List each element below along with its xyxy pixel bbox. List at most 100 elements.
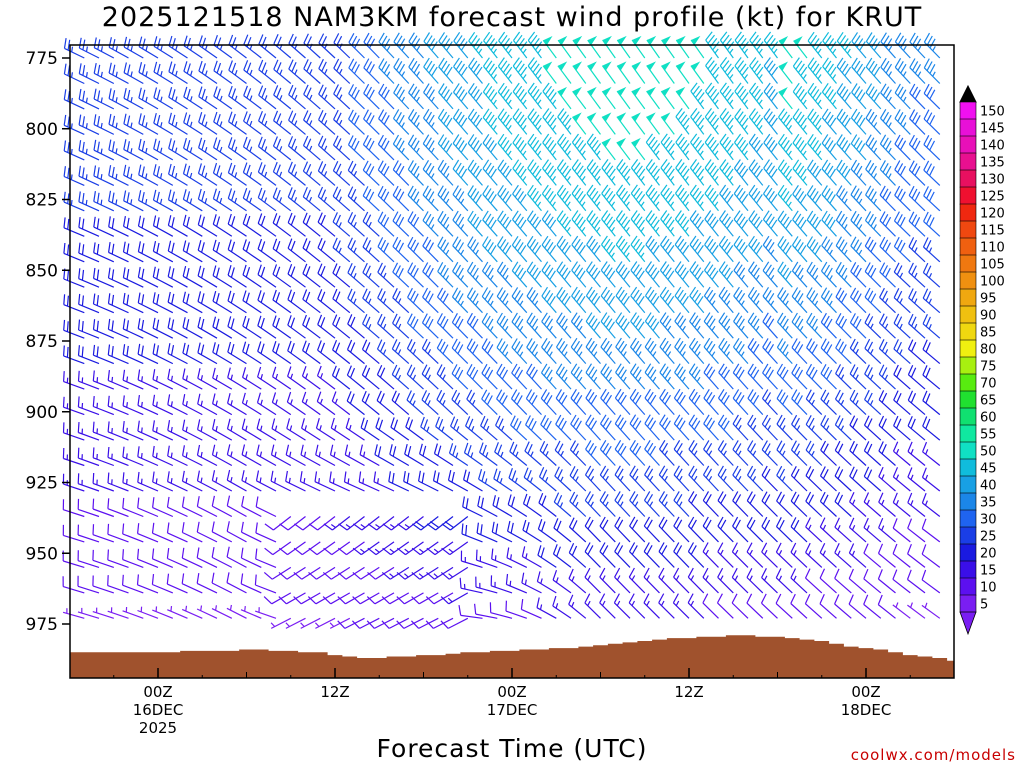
barb-feather bbox=[392, 446, 397, 457]
barb-feather bbox=[272, 341, 277, 352]
wind-barb bbox=[122, 523, 144, 543]
barb-half-feather bbox=[699, 99, 704, 105]
wind-barb bbox=[673, 542, 690, 568]
barb-feather bbox=[709, 216, 717, 226]
wind-barb bbox=[587, 86, 601, 110]
barb-half-feather bbox=[275, 373, 279, 380]
barb-feather bbox=[407, 160, 414, 170]
wind-barb bbox=[584, 567, 601, 594]
wind-barb bbox=[382, 516, 410, 531]
barb-feather bbox=[415, 521, 425, 528]
barb-feather bbox=[529, 264, 536, 274]
barb-feather bbox=[302, 289, 308, 300]
barb-feather bbox=[734, 57, 742, 67]
barb-feather bbox=[515, 85, 523, 96]
barb-half-feather bbox=[619, 475, 624, 482]
barb-feather bbox=[445, 92, 453, 102]
wind-barb bbox=[63, 319, 85, 339]
barb-feather bbox=[275, 292, 281, 303]
barb-feather bbox=[677, 264, 684, 274]
barb-staff bbox=[675, 167, 690, 186]
barb-feather bbox=[559, 136, 567, 147]
barb-half-feather bbox=[729, 99, 734, 105]
barb-feather bbox=[667, 245, 675, 255]
wind-barb bbox=[540, 415, 557, 441]
barb-feather bbox=[413, 63, 421, 74]
barb-half-feather bbox=[279, 171, 283, 177]
barb-half-feather bbox=[264, 171, 268, 178]
wind-barb bbox=[138, 190, 159, 212]
barb-feather bbox=[82, 116, 85, 127]
barb-half-feather bbox=[140, 453, 143, 459]
barb-half-feather bbox=[726, 300, 731, 306]
barb-feather bbox=[555, 414, 562, 425]
barb-feather bbox=[576, 216, 584, 226]
barb-feather bbox=[227, 137, 233, 148]
wind-barb bbox=[615, 363, 631, 390]
wind-barb bbox=[537, 545, 557, 568]
barb-feather bbox=[643, 516, 651, 527]
barb-feather bbox=[486, 369, 494, 380]
barb-feather bbox=[346, 391, 352, 402]
wind-barb bbox=[452, 236, 469, 263]
barb-staff bbox=[536, 607, 557, 619]
barb-feather bbox=[709, 267, 716, 277]
barb-feather bbox=[92, 370, 95, 381]
barb-feather bbox=[733, 159, 741, 169]
wind-barb bbox=[407, 287, 424, 314]
barb-feather bbox=[660, 133, 668, 143]
barb-feather bbox=[424, 367, 431, 378]
wind-barb bbox=[481, 389, 498, 416]
barb-staff bbox=[377, 323, 395, 339]
wind-barb bbox=[616, 137, 631, 161]
barb-feather bbox=[107, 421, 110, 432]
barb-staff bbox=[213, 44, 233, 59]
wind-barb bbox=[264, 516, 292, 531]
barb-feather bbox=[438, 83, 445, 93]
barb-feather bbox=[93, 216, 96, 228]
barb-feather bbox=[442, 267, 449, 278]
barb-feather bbox=[494, 442, 499, 453]
barb-feather bbox=[288, 84, 294, 95]
wind-barb bbox=[153, 61, 174, 85]
barb-staff bbox=[302, 196, 321, 212]
wind-barb bbox=[553, 518, 572, 543]
barb-feather bbox=[584, 516, 591, 527]
wind-barb bbox=[643, 567, 660, 594]
barb-feather bbox=[216, 62, 222, 74]
wind-barb bbox=[688, 491, 705, 517]
barb-feather bbox=[665, 216, 673, 226]
barb-feather bbox=[470, 35, 478, 45]
wind-barb bbox=[287, 315, 306, 339]
barb-feather bbox=[726, 143, 734, 153]
barb-staff bbox=[272, 299, 292, 314]
barb-feather bbox=[171, 114, 176, 126]
barb-half-feather bbox=[215, 400, 218, 406]
barb-feather bbox=[530, 85, 538, 96]
barb-feather bbox=[77, 370, 80, 382]
barb-pennant bbox=[557, 61, 568, 71]
wind-barb bbox=[366, 592, 395, 605]
barb-staff bbox=[494, 451, 513, 466]
barb-feather bbox=[350, 112, 357, 123]
wind-barb bbox=[441, 541, 469, 556]
barb-feather bbox=[141, 294, 145, 305]
wind-barb bbox=[704, 159, 719, 186]
barb-feather bbox=[246, 139, 251, 150]
barb-staff bbox=[138, 174, 159, 186]
barb-feather bbox=[520, 143, 527, 153]
wind-barb bbox=[345, 417, 365, 441]
barb-half-feather bbox=[729, 74, 734, 79]
wind-barb bbox=[303, 33, 321, 59]
barb-feather bbox=[108, 190, 112, 202]
barb-feather bbox=[335, 112, 342, 123]
barb-feather bbox=[561, 216, 569, 226]
wind-barb bbox=[196, 496, 218, 518]
barb-staff bbox=[702, 500, 719, 517]
wind-barb bbox=[323, 541, 351, 556]
barb-feather bbox=[273, 59, 279, 70]
barb-feather bbox=[395, 137, 402, 148]
barb-feather bbox=[288, 33, 294, 44]
barb-feather bbox=[423, 83, 430, 93]
barb-feather bbox=[141, 38, 146, 49]
